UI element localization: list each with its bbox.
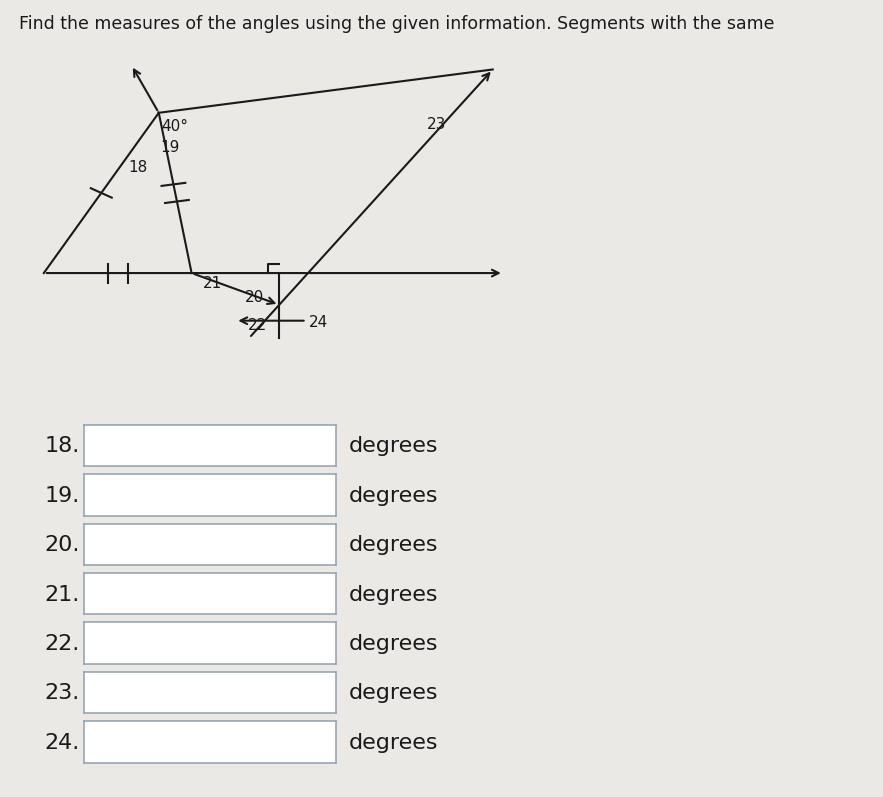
Text: 20: 20 xyxy=(245,289,265,304)
Text: 22: 22 xyxy=(247,318,267,333)
Text: 21.: 21. xyxy=(44,584,79,605)
Text: degrees: degrees xyxy=(348,732,438,753)
Text: 24.: 24. xyxy=(44,732,79,753)
Text: 18: 18 xyxy=(129,160,148,175)
Text: 19: 19 xyxy=(161,139,180,155)
Text: 20.: 20. xyxy=(44,535,79,556)
Text: degrees: degrees xyxy=(348,485,438,506)
Text: degrees: degrees xyxy=(348,683,438,704)
Text: 23: 23 xyxy=(427,117,447,132)
Text: 22.: 22. xyxy=(44,634,79,654)
Text: 18.: 18. xyxy=(44,436,79,457)
Text: 40°: 40° xyxy=(162,120,188,134)
Text: 19.: 19. xyxy=(44,485,79,506)
Text: degrees: degrees xyxy=(348,436,438,457)
Text: degrees: degrees xyxy=(348,634,438,654)
Text: 23.: 23. xyxy=(44,683,79,704)
Text: 21: 21 xyxy=(202,276,222,291)
Text: degrees: degrees xyxy=(348,535,438,556)
Text: 24: 24 xyxy=(309,316,328,331)
Text: Find the measures of the angles using the given information. Segments with the s: Find the measures of the angles using th… xyxy=(19,15,775,33)
Text: degrees: degrees xyxy=(348,584,438,605)
